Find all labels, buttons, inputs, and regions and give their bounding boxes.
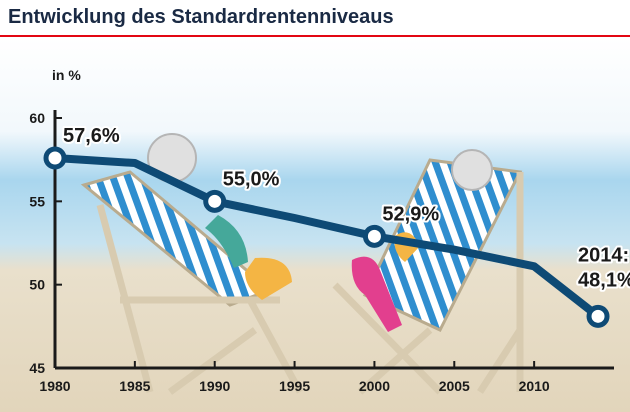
x-tick-label: 1990 xyxy=(199,378,230,394)
x-tick-label: 2005 xyxy=(439,378,470,394)
x-tick-label: 1995 xyxy=(279,378,310,394)
data-point-marker xyxy=(586,304,610,328)
y-tick-label: 60 xyxy=(29,110,45,126)
y-tick-label: 55 xyxy=(29,193,45,209)
data-point-marker xyxy=(203,189,227,213)
y-axis-label: in % xyxy=(52,67,81,83)
x-tick-label: 2000 xyxy=(359,378,390,394)
data-label-layer: 57,6% 55,0% 52,9% 2014: 48,1% xyxy=(61,123,630,293)
x-axis-ticks: 1980 1985 1990 1995 2000 2005 2010 xyxy=(39,361,550,394)
x-tick-label: 1985 xyxy=(119,378,150,394)
marker-layer xyxy=(43,146,610,328)
series-layer xyxy=(51,154,603,321)
data-point-marker xyxy=(362,224,386,248)
chart-title: Entwicklung des Standardrentenniveaus xyxy=(8,6,394,28)
y-tick-label: 45 xyxy=(29,360,45,376)
data-point-marker xyxy=(43,146,67,170)
series-line xyxy=(51,154,603,321)
data-label: 52,9% xyxy=(382,203,439,225)
y-axis-ticks: 60 55 50 45 xyxy=(29,110,62,376)
title-rule xyxy=(0,35,630,37)
x-tick-label: 2010 xyxy=(519,378,550,394)
data-label: 55,0% xyxy=(223,168,280,190)
data-label-year: 2014: xyxy=(578,244,629,266)
data-label-value: 48,1% xyxy=(578,269,630,291)
data-label: 57,6% xyxy=(63,125,120,147)
y-tick-label: 50 xyxy=(29,277,45,293)
x-tick-label: 1980 xyxy=(39,378,70,394)
